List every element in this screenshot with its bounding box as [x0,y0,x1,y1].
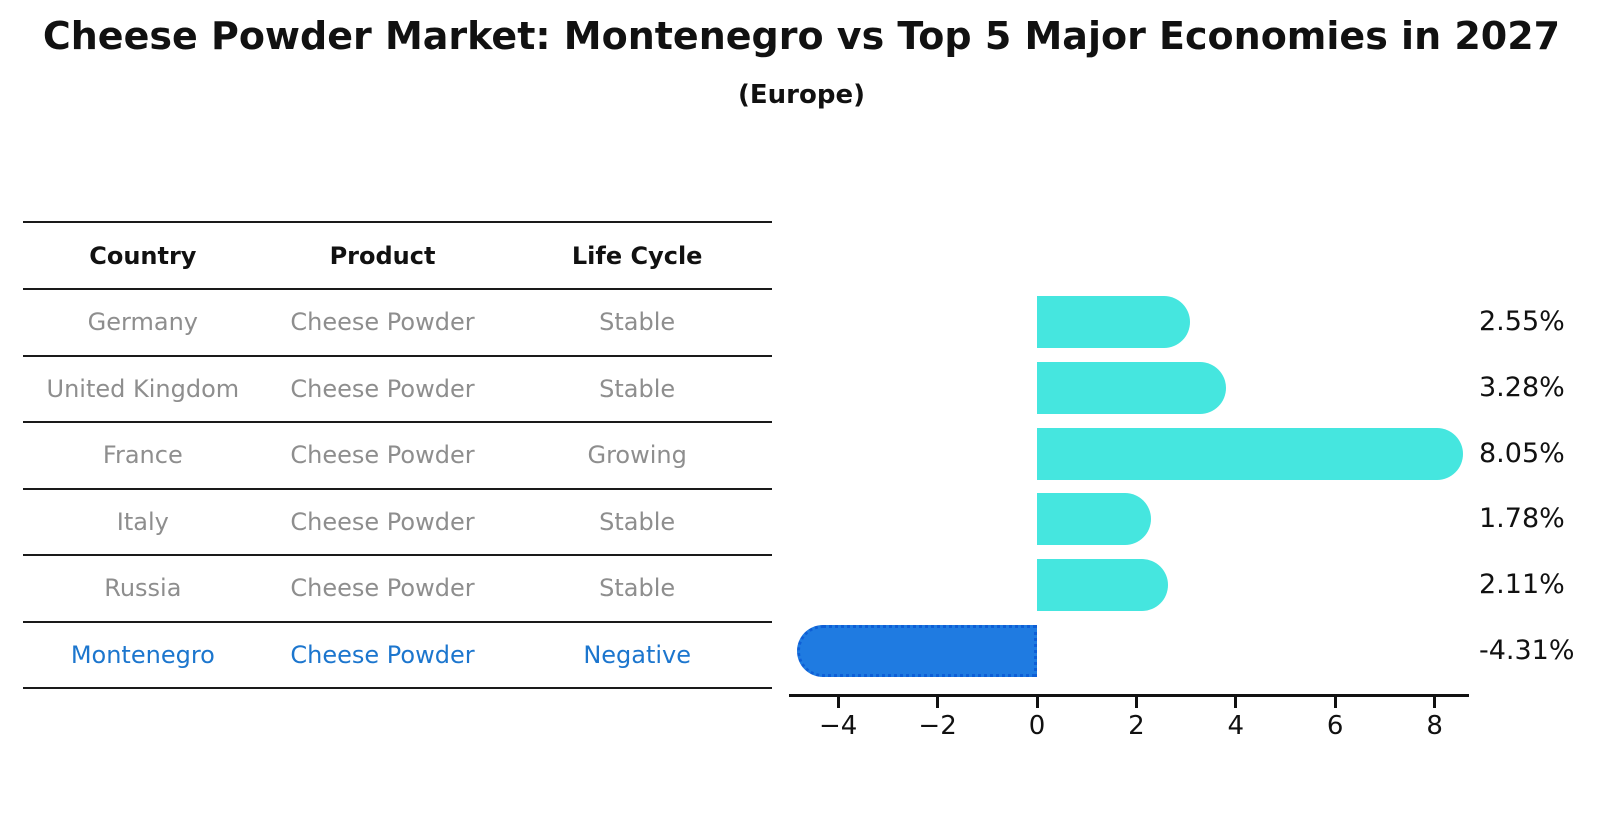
bar-value-label: -4.31% [1479,635,1575,666]
table-cell-life-cycle: Negative [583,640,692,669]
table-header: Country Product Life Cycle [23,222,772,289]
bar-value-label: 8.05% [1479,437,1565,469]
x-axis-tick-label: 6 [1326,711,1344,741]
table-cell-life-cycle: Stable [599,574,676,603]
bar-germany [1037,296,1190,348]
table-cell-country: Germany [87,308,198,337]
chart-subtitle: (Europe) [738,80,865,110]
table-cell-life-cycle: Stable [599,507,676,536]
table-row: Germany Cheese Powder Stable [23,289,772,356]
x-axis-tick [936,697,940,708]
country-table: Country Product Life Cycle Germany Cheese… [23,221,772,689]
bar-italy [1037,493,1152,546]
bar-value-label: 3.28% [1479,371,1565,403]
table-cell-country: Russia [104,574,182,603]
x-axis-tick-label: −2 [918,711,957,741]
table-cell-product: Cheese Powder [290,441,475,470]
bar-russia [1037,559,1168,612]
table-cell-life-cycle: Stable [599,374,676,403]
table-row: France Cheese Powder Growing [23,422,772,489]
x-axis-tick-label: 2 [1128,711,1145,741]
column-header-country: Country [89,241,197,270]
table-cell-life-cycle: Growing [587,441,687,470]
x-axis-tick-label: 8 [1426,711,1443,741]
x-axis-tick [1035,697,1039,708]
chart-title: Cheese Powder Market: Montenegro vs Top … [42,14,1561,58]
x-axis-tick [1234,697,1238,708]
table-cell-product: Cheese Powder [290,507,475,536]
table-cell-life-cycle: Stable [599,308,676,337]
table-row: Montenegro Cheese Powder Negative [23,622,772,688]
table-header-row: Country Product Life Cycle [23,222,772,289]
table-cell-country: Italy [116,507,169,536]
x-axis-tick [1333,697,1337,708]
table-cell-country: France [102,441,183,470]
column-header-life-cycle: Life Cycle [571,241,703,270]
table-cell-country: Montenegro [70,640,215,669]
bar-value-label: 2.55% [1479,306,1565,337]
table-cell-product: Cheese Powder [290,374,475,403]
x-axis-tick [1433,697,1437,708]
x-axis-tick-label: −4 [819,711,858,741]
x-axis-tick-label: 4 [1227,711,1245,741]
table-cell-country: United Kingdom [46,374,240,403]
bar-value-label: 2.11% [1479,569,1565,601]
table-cell-product: Cheese Powder [290,640,475,669]
x-axis-tick-label: 0 [1028,711,1046,741]
table-row: Italy Cheese Powder Stable [23,489,772,555]
table-body: Germany Cheese Powder Stable United Kingdom… [23,289,772,688]
column-header-product: Product [329,241,436,270]
table-row: United Kingdom Cheese Powder Stable [23,356,772,422]
table-cell-product: Cheese Powder [290,308,475,337]
bar-united-kingdom [1037,361,1227,414]
bar-value-label: 1.78% [1479,503,1565,535]
x-axis-tick [1134,697,1138,708]
table-cell-product: Cheese Powder [290,574,475,603]
table-row: Russia Cheese Powder Stable [23,555,772,622]
x-axis-line [788,694,1470,697]
x-axis-tick [836,697,840,708]
bar-montenegro [796,625,1037,677]
bar-france [1037,427,1464,480]
